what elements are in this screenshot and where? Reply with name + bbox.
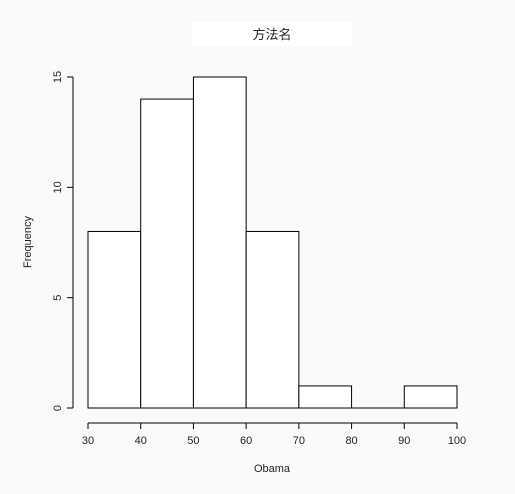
y-tick-label-2: 10 (52, 181, 64, 193)
histogram-bar-0 (87, 230, 142, 409)
x-tick-label-7: 100 (448, 435, 466, 447)
x-axis-title: Obama (254, 463, 291, 475)
histogram-bar-1 (140, 98, 194, 409)
histogram-bar-6 (403, 385, 458, 409)
x-axis: 30 40 50 60 70 80 90 100 (82, 422, 466, 447)
bars-group (87, 76, 458, 409)
y-axis-title: Frequency (22, 216, 34, 268)
y-axis: 0 5 10 15 (52, 71, 74, 411)
x-tick-label-1: 40 (135, 435, 147, 447)
title-background (192, 22, 352, 46)
y-tick-label-3: 15 (52, 71, 64, 83)
x-tick-label-5: 80 (345, 435, 357, 447)
histogram-bar-4 (298, 385, 353, 409)
x-tick-label-6: 90 (398, 435, 410, 447)
y-tick-label-0: 0 (52, 405, 64, 411)
y-tick-label-1: 5 (52, 295, 64, 301)
x-tick-label-3: 60 (240, 435, 252, 447)
histogram-bar-2 (192, 76, 247, 409)
x-tick-label-2: 50 (187, 435, 199, 447)
x-tick-label-0: 30 (82, 435, 94, 447)
histogram-bar-3 (245, 230, 300, 409)
x-tick-label-4: 70 (293, 435, 305, 447)
y-ticks-group: 0 5 10 15 (52, 71, 73, 411)
chart-title: 方法名 (252, 27, 291, 43)
x-ticks-group: 30 40 50 60 70 80 90 100 (82, 423, 466, 447)
